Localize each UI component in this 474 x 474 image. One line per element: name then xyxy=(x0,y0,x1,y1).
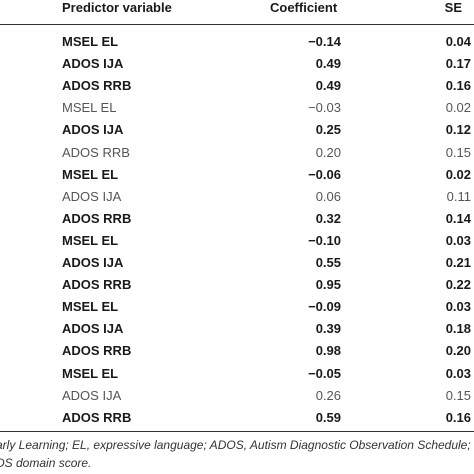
value-cell: 0.98 xyxy=(315,343,341,359)
predictor-cell: MSEL EL xyxy=(62,232,119,248)
predictor-cell: MSEL EL xyxy=(62,299,119,315)
value-cell: 0.25 xyxy=(315,122,341,138)
value-cell: 0.03 xyxy=(445,365,471,381)
value-cell: −0.09 xyxy=(308,299,341,315)
value-cell: 0.95 xyxy=(315,277,341,293)
predictor-cell: ADOS RRB xyxy=(62,144,130,160)
value-cell: 0.16 xyxy=(445,78,471,94)
value-cell: 0.03 xyxy=(445,232,471,248)
predictor-cell: ADOS IJA xyxy=(62,188,122,204)
value-cell: 0.49 xyxy=(315,78,341,94)
value-cell: 0.11 xyxy=(446,188,471,204)
value-cell: 0.20 xyxy=(445,343,471,359)
column-header: Coefficient xyxy=(270,0,338,15)
column-header: SE xyxy=(444,0,462,15)
predictor-cell: ADOS RRB xyxy=(62,409,132,425)
value-cell: 0.55 xyxy=(315,255,341,270)
value-cell: −0.03 xyxy=(308,100,341,116)
predictor-cell: ADOS RRB xyxy=(62,78,132,94)
footnote: DS domain score. xyxy=(0,456,92,470)
value-cell: 0.18 xyxy=(445,321,471,337)
predictor-cell: ADOS IJA xyxy=(62,387,122,403)
value-cell: −0.06 xyxy=(308,166,341,182)
value-cell: 0.15 xyxy=(445,387,471,403)
value-cell: 0.12 xyxy=(445,122,471,138)
value-cell: 0.02 xyxy=(445,100,471,116)
value-cell: 0.32 xyxy=(315,210,341,226)
predictor-cell: MSEL EL xyxy=(62,100,117,116)
predictor-cell: ADOS RRB xyxy=(62,277,132,293)
value-cell: 0.06 xyxy=(315,188,341,204)
value-cell: 0.26 xyxy=(315,387,341,403)
header-rule xyxy=(0,24,474,25)
value-cell: −0.10 xyxy=(308,232,341,248)
value-cell: 0.14 xyxy=(445,210,471,226)
value-cell: −0.14 xyxy=(308,34,341,49)
value-cell: 0.21 xyxy=(445,255,471,270)
column-header: Predictor variable xyxy=(62,0,172,15)
value-cell: 0.20 xyxy=(315,144,341,160)
predictor-cell: ADOS IJA xyxy=(62,321,124,337)
predictor-cell: ADOS RRB xyxy=(62,210,132,226)
value-cell: 0.17 xyxy=(445,56,471,72)
bottom-rule xyxy=(0,431,474,432)
predictor-cell: ADOS IJA xyxy=(62,56,124,72)
predictor-cell: ADOS IJA xyxy=(62,255,124,270)
value-cell: 0.59 xyxy=(315,409,341,425)
predictor-cell: MSEL EL xyxy=(62,166,119,182)
value-cell: 0.15 xyxy=(445,144,471,160)
value-cell: 0.04 xyxy=(445,34,471,49)
predictor-cell: ADOS RRB xyxy=(62,343,132,359)
predictor-cell: ADOS IJA xyxy=(62,122,124,138)
value-cell: 0.22 xyxy=(445,277,471,293)
value-cell: 0.02 xyxy=(445,166,471,182)
predictor-cell: MSEL EL xyxy=(62,365,119,381)
value-cell: 0.39 xyxy=(315,321,341,337)
value-cell: 0.16 xyxy=(445,409,471,425)
footnote: arly Learning; EL, expressive language; … xyxy=(0,438,474,452)
value-cell: −0.05 xyxy=(308,365,341,381)
predictor-cell: MSEL EL xyxy=(62,34,119,49)
value-cell: 0.03 xyxy=(445,299,471,315)
value-cell: 0.49 xyxy=(315,56,341,72)
